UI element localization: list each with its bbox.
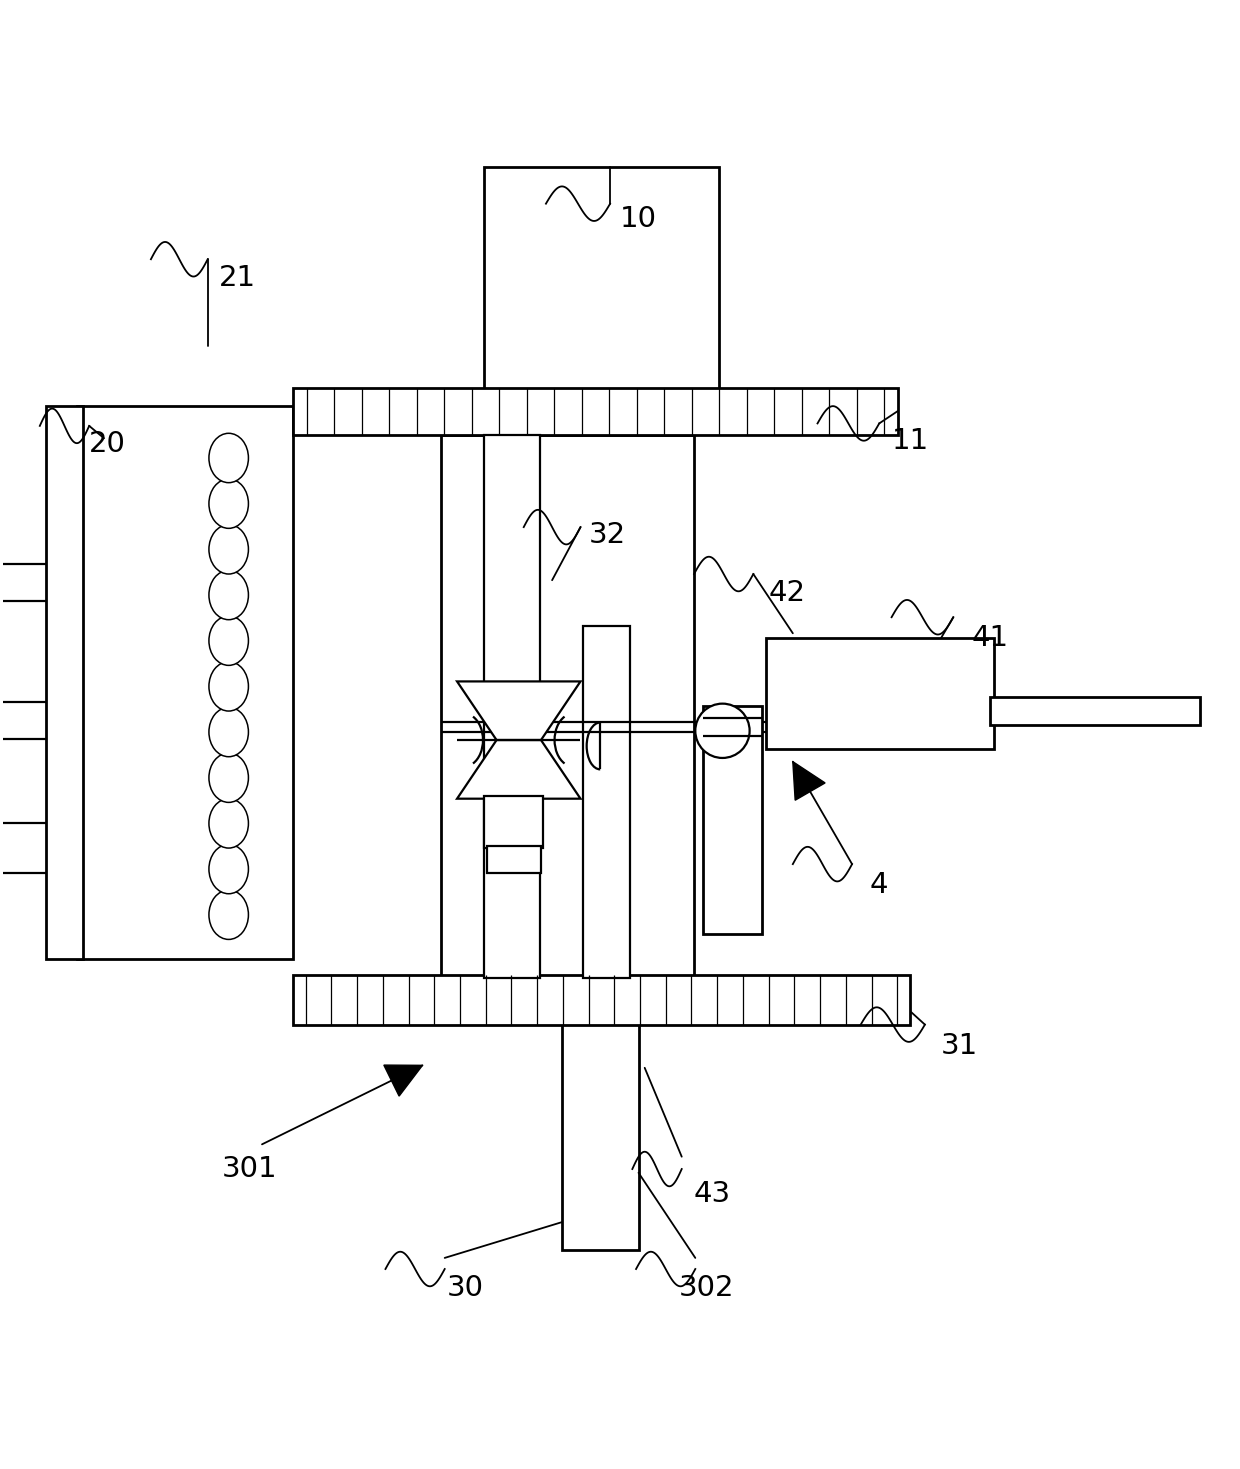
Bar <box>293 388 898 435</box>
Text: 302: 302 <box>678 1274 734 1302</box>
Bar <box>991 698 1200 724</box>
Bar <box>293 975 910 1024</box>
Polygon shape <box>792 761 825 801</box>
Circle shape <box>696 704 750 758</box>
Text: 10: 10 <box>620 204 657 232</box>
Ellipse shape <box>208 845 248 893</box>
Text: 42: 42 <box>768 579 805 607</box>
Text: 41: 41 <box>972 624 1009 652</box>
Bar <box>46 405 83 959</box>
Ellipse shape <box>208 890 248 939</box>
Bar <box>0 824 77 873</box>
Text: 11: 11 <box>892 426 929 455</box>
Ellipse shape <box>208 433 248 483</box>
Ellipse shape <box>208 524 248 574</box>
Ellipse shape <box>208 661 248 711</box>
Text: 301: 301 <box>222 1155 278 1183</box>
Bar <box>484 166 719 395</box>
Ellipse shape <box>208 799 248 848</box>
Bar <box>0 564 77 601</box>
Text: 43: 43 <box>694 1180 732 1208</box>
Bar <box>765 638 994 749</box>
Text: 32: 32 <box>589 520 626 548</box>
Bar <box>441 435 694 978</box>
Bar <box>703 707 761 934</box>
Bar <box>583 626 630 978</box>
Ellipse shape <box>208 479 248 529</box>
Ellipse shape <box>208 616 248 665</box>
Bar <box>486 846 541 873</box>
Text: 31: 31 <box>941 1031 978 1059</box>
Text: 20: 20 <box>89 430 126 458</box>
Text: 4: 4 <box>870 871 889 899</box>
Bar <box>484 796 543 848</box>
Polygon shape <box>384 1065 423 1096</box>
Bar <box>77 405 293 959</box>
Polygon shape <box>458 740 580 799</box>
Bar <box>0 702 77 739</box>
Bar <box>484 435 539 978</box>
Text: 30: 30 <box>448 1274 484 1302</box>
Ellipse shape <box>208 708 248 757</box>
Ellipse shape <box>208 754 248 802</box>
Bar <box>562 1022 639 1250</box>
Text: 21: 21 <box>218 264 255 292</box>
Ellipse shape <box>208 570 248 620</box>
Polygon shape <box>458 682 580 740</box>
